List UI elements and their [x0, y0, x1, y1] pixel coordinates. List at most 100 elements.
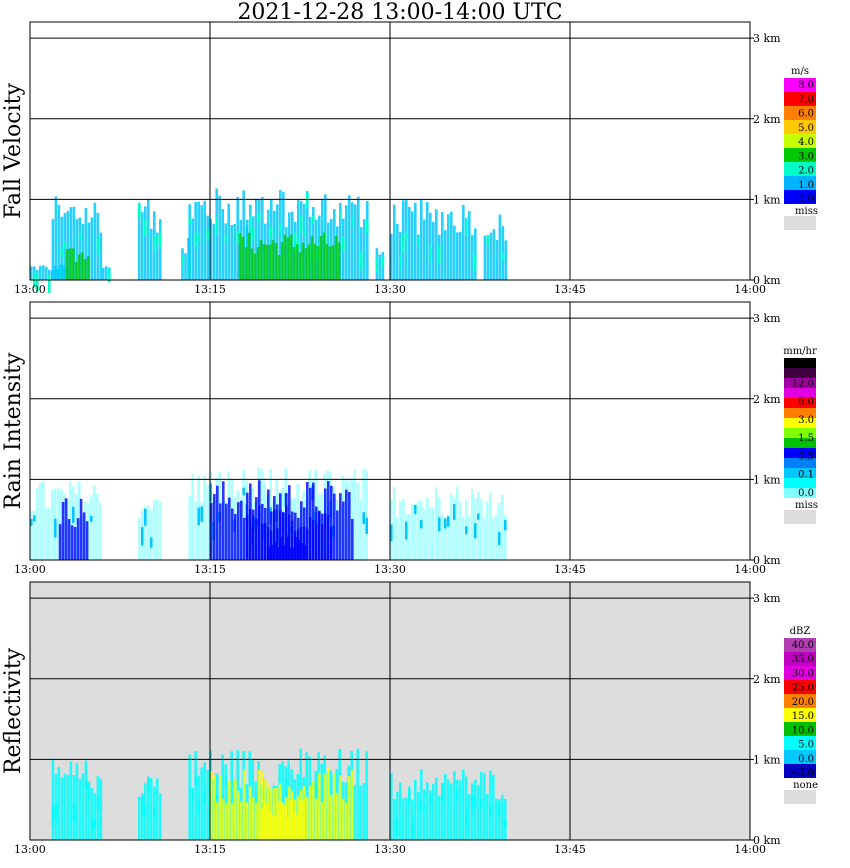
echo-column: [359, 499, 362, 560]
echo-column: [477, 492, 480, 560]
echo-column: [281, 761, 284, 840]
core-column: [279, 510, 282, 560]
echo-column: [93, 793, 97, 840]
echo-column: [144, 206, 147, 280]
core-column: [333, 773, 336, 840]
echo-speckle: [411, 821, 414, 840]
echo-speckle: [209, 483, 212, 502]
echo-speckle: [159, 230, 162, 249]
echo-column: [441, 212, 444, 280]
core-column: [268, 244, 272, 280]
echo-column: [435, 209, 438, 280]
echo-column: [194, 750, 197, 840]
height-tick-label: 1 km: [753, 193, 781, 206]
echo-speckle: [381, 256, 385, 267]
core-column: [264, 523, 267, 560]
core-column: [300, 542, 304, 560]
core-column: [315, 798, 318, 840]
legend-swatch: [784, 708, 816, 722]
echo-column: [501, 494, 504, 560]
core-column: [247, 232, 251, 280]
core-column: [318, 510, 321, 560]
echo-column: [462, 516, 465, 560]
echo-speckle: [90, 515, 93, 522]
echo-column: [188, 754, 191, 840]
echo-column: [408, 206, 411, 280]
echo-column: [492, 517, 495, 560]
core-column: [237, 790, 240, 840]
panel-ylabel: Rain Intensity: [1, 352, 26, 509]
height-tick-label: 3 km: [753, 592, 781, 605]
echo-column: [203, 200, 206, 280]
core-column: [272, 815, 275, 840]
core-column: [312, 520, 315, 560]
core-column: [222, 798, 225, 840]
core-column: [210, 502, 213, 560]
core-column: [260, 808, 263, 840]
color-legend: dBZ 40.0 35.0 30.0 25.0 20.0 15.0 10.0 5.0 0.0 −5.…: [784, 626, 818, 804]
echo-region: [102, 266, 111, 283]
legend-missing-swatch: [784, 790, 816, 804]
legend-label: 48.0: [792, 360, 814, 371]
legend-swatch: [784, 488, 816, 498]
echo-core: [58, 498, 89, 560]
core-column: [222, 481, 225, 560]
legend-swatch: [784, 106, 816, 120]
core-column: [238, 233, 242, 280]
echo-column: [492, 229, 496, 280]
echo-column: [153, 500, 156, 560]
echo-column: [447, 214, 450, 280]
echo-speckle: [498, 802, 501, 817]
echo-column: [498, 214, 502, 280]
echo-speckle: [366, 220, 369, 233]
core-column: [290, 800, 293, 840]
core-column: [259, 240, 263, 280]
echo-column: [39, 265, 42, 280]
core-column: [348, 776, 351, 840]
echo-column: [453, 497, 456, 560]
core-column: [280, 242, 284, 280]
echo-column: [224, 223, 227, 280]
panel-ylabel: Reflectivity: [1, 647, 26, 774]
core-column: [216, 802, 219, 840]
echo-speckle: [206, 229, 209, 241]
core-column: [337, 242, 341, 280]
echo-column: [426, 497, 429, 560]
echo-column: [150, 778, 153, 840]
echo-speckle: [270, 227, 273, 239]
echo-column: [69, 761, 73, 840]
core-column: [351, 518, 354, 560]
core-column: [279, 537, 283, 560]
echo-column: [399, 500, 402, 560]
core-column: [258, 505, 261, 560]
core-column: [73, 526, 77, 560]
echo-column: [81, 223, 85, 280]
echo-column: [230, 751, 233, 840]
echo-column: [75, 218, 79, 280]
echo-column: [423, 219, 426, 280]
legend-swatch: [784, 638, 816, 652]
core-column: [256, 247, 260, 280]
legend-unit: dBZ: [790, 626, 811, 637]
core-column: [231, 508, 234, 560]
time-tick-label: 14:00: [734, 563, 766, 576]
echo-column: [417, 792, 420, 840]
echo-column: [408, 514, 411, 560]
legend-swatch: [784, 666, 816, 680]
echo-column: [504, 515, 507, 560]
height-tick-label: 1 km: [753, 473, 781, 486]
core-column: [345, 802, 348, 840]
echo-speckle: [197, 507, 200, 526]
echo-speckle: [474, 797, 477, 807]
core-column: [276, 528, 279, 560]
grid: [30, 22, 750, 280]
echo-column: [102, 267, 105, 280]
echo-speckle: [402, 234, 405, 253]
echo-column: [93, 485, 96, 560]
echo-column: [429, 507, 432, 560]
core-column: [234, 780, 237, 840]
height-tick-label: 0 km: [753, 554, 781, 567]
echo-speckle: [339, 211, 342, 219]
core-column: [306, 481, 309, 560]
plot-frame: [29, 581, 751, 841]
